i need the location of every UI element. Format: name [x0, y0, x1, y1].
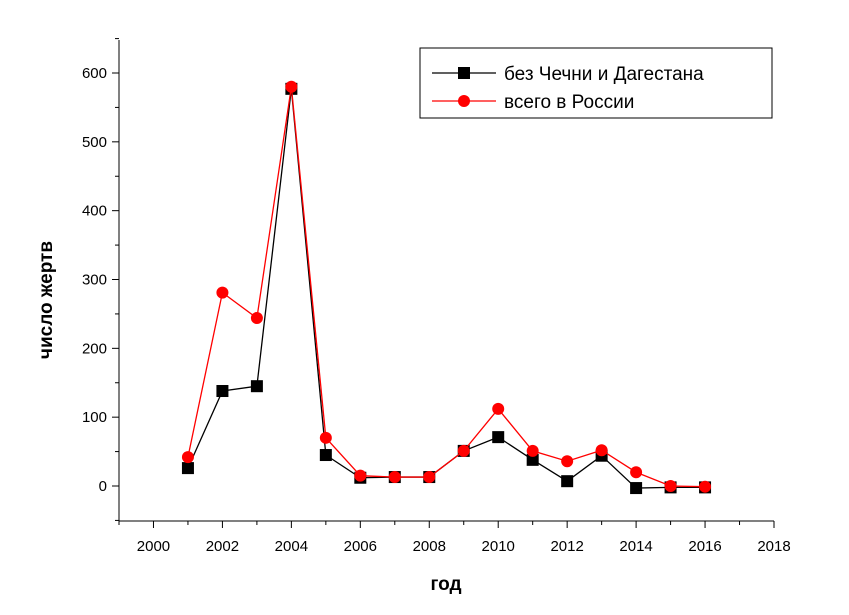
data-point: [354, 469, 367, 482]
legend-marker: [458, 67, 470, 79]
x-tick-label: 2012: [550, 538, 583, 555]
x-tick-label: 2008: [413, 538, 446, 555]
data-point: [250, 312, 263, 325]
y-tick-label: 300: [82, 272, 107, 289]
legend-label: всего в России: [504, 92, 634, 113]
y-tick-label: 100: [82, 409, 107, 426]
x-tick-label: 2004: [275, 538, 308, 555]
data-point: [699, 480, 712, 493]
data-point: [181, 462, 194, 475]
data-point: [492, 402, 505, 415]
x-tick-label: 2006: [344, 538, 377, 555]
data-point: [423, 471, 436, 484]
data-point: [388, 471, 401, 484]
y-tick-label: 200: [82, 340, 107, 357]
legend-box: [419, 47, 773, 119]
series-group: [181, 80, 712, 495]
data-point: [319, 449, 332, 462]
data-point: [457, 444, 470, 457]
legend: без Чечни и Дагестана всего в России: [419, 47, 773, 119]
data-point: [216, 385, 229, 398]
data-point: [250, 380, 263, 393]
x-tick-label: 2002: [206, 538, 239, 555]
axes: 2000 2002 2004 2006 2008 2010 2012 2014 2016 2018…: [82, 38, 791, 555]
x-tick-label: 2010: [482, 538, 515, 555]
y-tick-label: 600: [82, 65, 107, 82]
data-point: [561, 455, 574, 468]
data-point: [526, 453, 539, 466]
data-point: [664, 480, 677, 492]
data-point: [630, 466, 643, 479]
legend-label: без Чечни и Дагестана: [504, 64, 704, 85]
series-line: [187, 86, 706, 488]
legend-marker: [458, 95, 470, 107]
x-tick-label: 2014: [619, 538, 652, 555]
data-point: [492, 431, 505, 444]
y-tick-label: 0: [99, 478, 107, 495]
x-axis-label: год: [430, 574, 461, 595]
y-tick-label: 500: [82, 134, 107, 151]
data-point: [216, 286, 229, 299]
x-tick-label: 2018: [757, 538, 790, 555]
data-point: [630, 482, 643, 495]
y-axis-label: число жертв: [36, 241, 57, 359]
data-point: [595, 444, 608, 457]
data-point: [319, 431, 332, 444]
data-point: [526, 444, 539, 457]
y-tick-label: 400: [82, 203, 107, 220]
series-line: [187, 88, 706, 489]
data-point: [561, 475, 574, 488]
series-2: [181, 80, 712, 493]
data-point: [181, 451, 194, 464]
x-tick-label: 2016: [688, 538, 721, 555]
data-point: [285, 80, 298, 93]
x-tick-label: 2000: [137, 538, 170, 555]
